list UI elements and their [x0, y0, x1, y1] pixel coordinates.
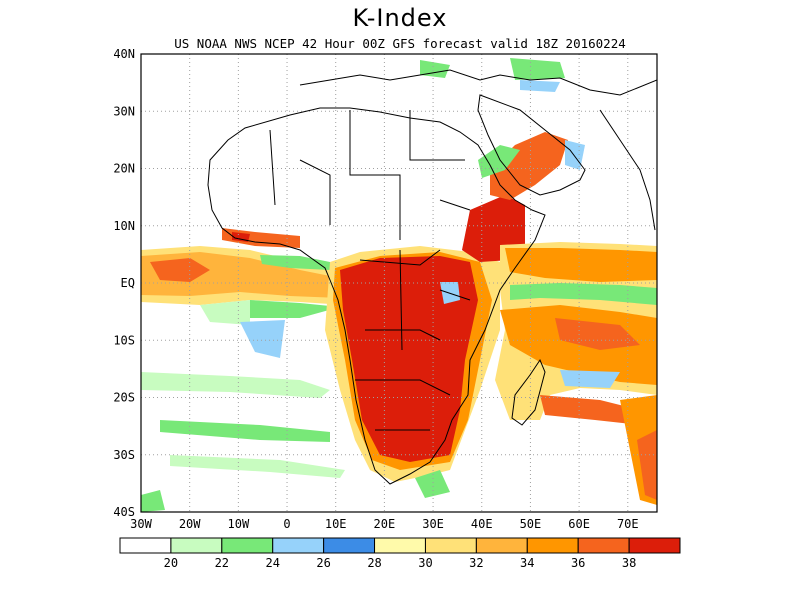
mediterranean-green [420, 60, 450, 78]
colorbar-swatch [374, 537, 426, 554]
lat-tick-label: 10N [113, 219, 135, 233]
internal-borders [269, 110, 471, 431]
chart-title: K-Index [352, 4, 448, 32]
southwest-corner-green [141, 490, 165, 512]
lon-tick-label: 10W [228, 517, 250, 531]
arabia-coastline [477, 94, 586, 196]
colorbar-swatch [119, 537, 172, 554]
longitude-labels: 30W 20W 10W 0 10E 20E 30E 40E 50E 60E 70E [130, 517, 638, 531]
colorbar-swatch [577, 537, 630, 554]
colorbar-swatch [628, 537, 681, 554]
lon-tick-label: 0 [283, 517, 290, 531]
north-blue [520, 80, 560, 92]
south-atlantic-streak-2 [160, 420, 330, 442]
lon-tick-label: 60E [568, 517, 590, 531]
west-africa-coast-warm [222, 228, 300, 248]
lon-tick-label: 10E [325, 517, 347, 531]
madagascar-band-red [540, 395, 640, 425]
latitude-labels: 40N 30N 20N 10N EQ 10S 20S 30S 40S [113, 47, 135, 519]
caspian-green [510, 58, 565, 80]
band-atlantic-core [150, 258, 210, 282]
south-atlantic-streak [141, 372, 330, 398]
south-indian-cold [560, 370, 620, 388]
lat-tick-label: 20S [113, 391, 135, 405]
chart-subtitle: US NOAA NWS NCEP 42 Hour 00Z GFS forecas… [174, 36, 626, 51]
red-sea-band-orange [490, 132, 568, 200]
colorbar-label: 22 [215, 556, 229, 570]
africa-core-red [340, 256, 478, 462]
colorbar-label: 24 [266, 556, 280, 570]
europe-coastline [299, 69, 657, 96]
colorbar-swatch [424, 537, 477, 554]
lon-tick-label: 40E [471, 517, 493, 531]
colorbar: 20 22 24 26 28 30 32 34 36 38 [119, 537, 681, 570]
lon-tick-label: 50E [520, 517, 542, 531]
south-atlantic-streak-3 [170, 455, 345, 478]
band-atlantic-blue [240, 320, 285, 358]
lat-tick-label: 30S [113, 448, 135, 462]
band-indian-orange [505, 248, 657, 282]
colorbar-swatch [221, 537, 274, 554]
band-indian-gap-green [510, 283, 657, 305]
india-coastline [599, 109, 656, 231]
colorbar-swatch [170, 537, 223, 554]
lat-tick-label: 40S [113, 505, 135, 519]
madagascar-coastline [511, 358, 546, 426]
west-africa-coast-hot [232, 232, 250, 242]
colorbar-label: 28 [367, 556, 381, 570]
colorbar-label: 20 [164, 556, 178, 570]
colorbar-label: 34 [520, 556, 534, 570]
colorbar-swatch [526, 537, 579, 554]
band-atlantic-green [250, 300, 340, 318]
colorbar-label: 30 [418, 556, 432, 570]
lat-tick-label: 20N [113, 162, 135, 176]
lon-tick-label: 30E [422, 517, 444, 531]
colorbar-label: 26 [316, 556, 330, 570]
plot-frame [140, 53, 658, 513]
colorbar-swatch [475, 537, 528, 554]
lat-tick-label: 10S [113, 333, 135, 347]
colorbar-label: 36 [571, 556, 585, 570]
lat-tick-label: 40N [113, 47, 135, 61]
coastlines [207, 69, 657, 485]
lon-tick-label: 70E [617, 517, 639, 531]
south-indian-tail-red [637, 430, 657, 500]
colorbar-swatch [323, 537, 376, 554]
band-atlantic-lightgreen [200, 300, 250, 325]
colorbar-label: 32 [469, 556, 483, 570]
lat-tick-label: 30N [113, 104, 135, 118]
arabia-coast-blue [565, 140, 585, 170]
lon-tick-label: 20W [179, 517, 201, 531]
lon-tick-label: 30W [130, 517, 152, 531]
red-sea-band-green [478, 145, 520, 178]
colorbar-swatch [272, 537, 325, 554]
colorbar-label: 38 [622, 556, 636, 570]
gridlines [141, 54, 657, 512]
africa-coastline [207, 107, 546, 485]
lon-tick-label: 20E [374, 517, 396, 531]
band-indian-hot [555, 318, 640, 350]
cape-green [415, 470, 450, 498]
lat-tick-label: EQ [121, 276, 135, 290]
